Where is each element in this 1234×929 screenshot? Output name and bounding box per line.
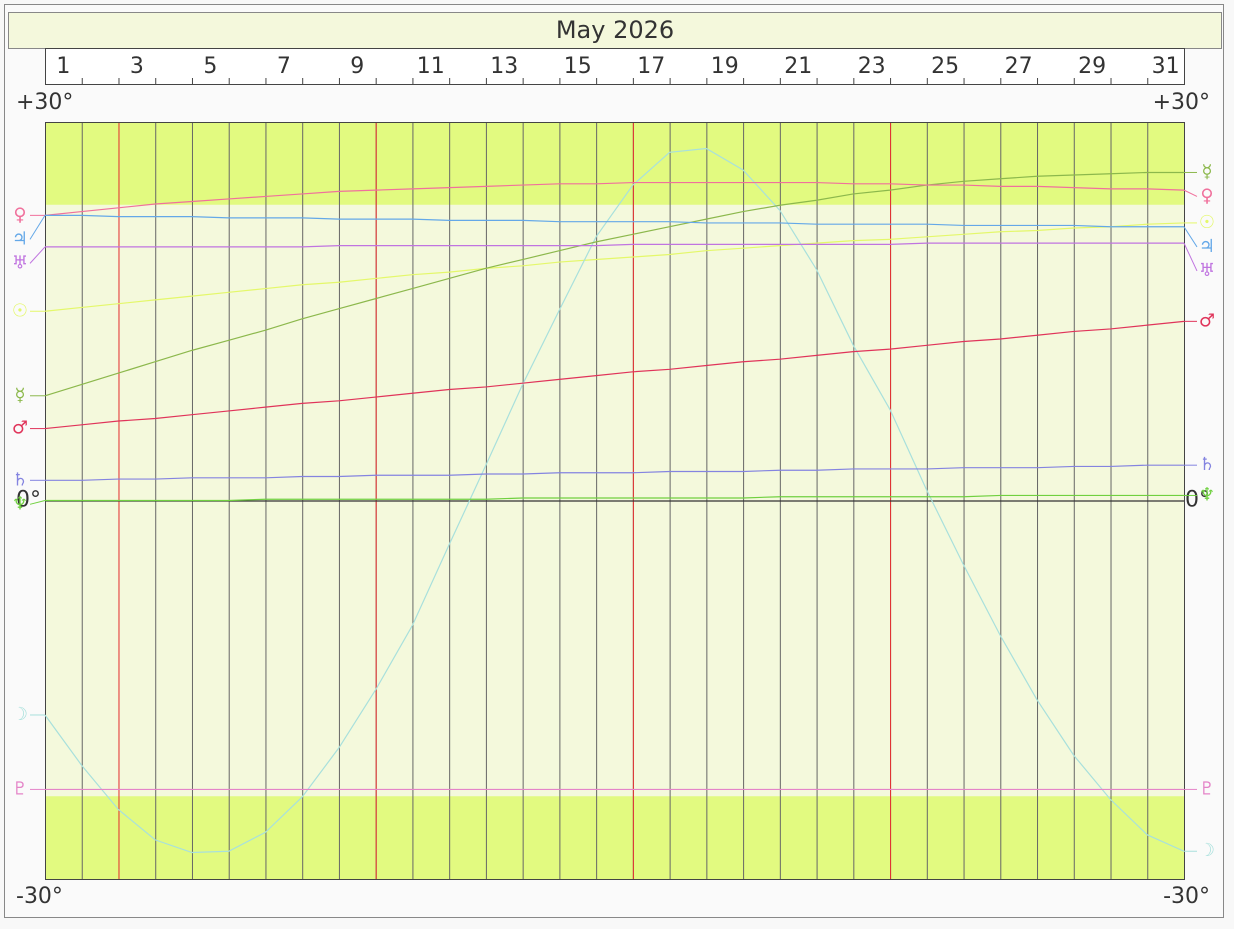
legend-label: ☽ bbox=[12, 704, 28, 725]
x-tick-label: 7 bbox=[277, 54, 291, 79]
series-line bbox=[45, 494, 1184, 502]
legend-label: ☉ bbox=[12, 300, 28, 321]
x-tick-label: 17 bbox=[637, 54, 665, 79]
legend-label: ♇ bbox=[1199, 778, 1215, 799]
legend-label: ♅ bbox=[1199, 260, 1215, 281]
y-tick-label: -30° bbox=[16, 884, 63, 909]
x-tick-label: 19 bbox=[711, 54, 739, 79]
y-tick-label: +30° bbox=[1153, 90, 1210, 115]
x-tick-label: 25 bbox=[931, 54, 959, 79]
label-connector bbox=[1183, 242, 1198, 272]
title-bar bbox=[8, 12, 1222, 49]
legend-label: ♂ bbox=[12, 418, 28, 439]
label-connector bbox=[29, 500, 46, 505]
legend-label: ♅ bbox=[12, 252, 28, 273]
series-line bbox=[44, 320, 1185, 430]
x-tick-label: 9 bbox=[350, 54, 364, 79]
legend-label: ☿ bbox=[1201, 161, 1212, 182]
legend-label: ♃ bbox=[12, 228, 28, 249]
legend-label: ☽ bbox=[1199, 840, 1215, 861]
legend-label: ♂ bbox=[1199, 310, 1215, 331]
x-tick-label: 27 bbox=[1005, 54, 1033, 79]
x-tick-label: 3 bbox=[130, 54, 144, 79]
legend-label: ♇ bbox=[12, 778, 28, 799]
y-tick-label: -30° bbox=[1163, 884, 1210, 909]
x-tick-label: 21 bbox=[784, 54, 812, 79]
series-line bbox=[45, 464, 1184, 481]
legend-label: ☉ bbox=[1199, 212, 1215, 233]
label-connector bbox=[1183, 226, 1198, 248]
legend-label: ♀ bbox=[13, 204, 26, 225]
y-tick-label: +30° bbox=[16, 90, 73, 115]
shade-band bbox=[45, 796, 1184, 879]
x-tick-label: 31 bbox=[1152, 54, 1180, 79]
label-connector bbox=[29, 215, 46, 240]
legend-label: ♆ bbox=[1199, 484, 1215, 505]
x-tick-label: 23 bbox=[858, 54, 886, 79]
legend-label: ♄ bbox=[1199, 454, 1215, 475]
shade-band bbox=[45, 122, 1184, 205]
x-tick-label: 1 bbox=[56, 54, 70, 79]
x-tick-label: 13 bbox=[490, 54, 518, 79]
label-connector bbox=[29, 246, 46, 264]
x-tick-label: 5 bbox=[203, 54, 217, 79]
series-line bbox=[44, 147, 1185, 854]
series-line bbox=[44, 181, 1185, 216]
y-tick-label: 0° bbox=[16, 488, 41, 513]
series-line bbox=[45, 214, 1184, 228]
label-connector bbox=[1183, 189, 1198, 197]
series-line bbox=[45, 242, 1184, 248]
legend-label: ♄ bbox=[12, 469, 28, 490]
legend-label: ☿ bbox=[14, 385, 25, 406]
chart-title: May 2026 bbox=[556, 16, 674, 44]
legend-label: ♆ bbox=[12, 493, 28, 514]
day-axis bbox=[45, 48, 1185, 85]
x-tick-label: 15 bbox=[564, 54, 592, 79]
x-tick-label: 29 bbox=[1078, 54, 1106, 79]
x-tick-label: 11 bbox=[417, 54, 445, 79]
y-tick-label: 0° bbox=[1185, 488, 1210, 513]
legend-label: ♀ bbox=[1200, 185, 1213, 206]
series-line bbox=[44, 171, 1184, 397]
series-line bbox=[44, 222, 1185, 312]
legend-label: ♃ bbox=[1199, 236, 1215, 257]
